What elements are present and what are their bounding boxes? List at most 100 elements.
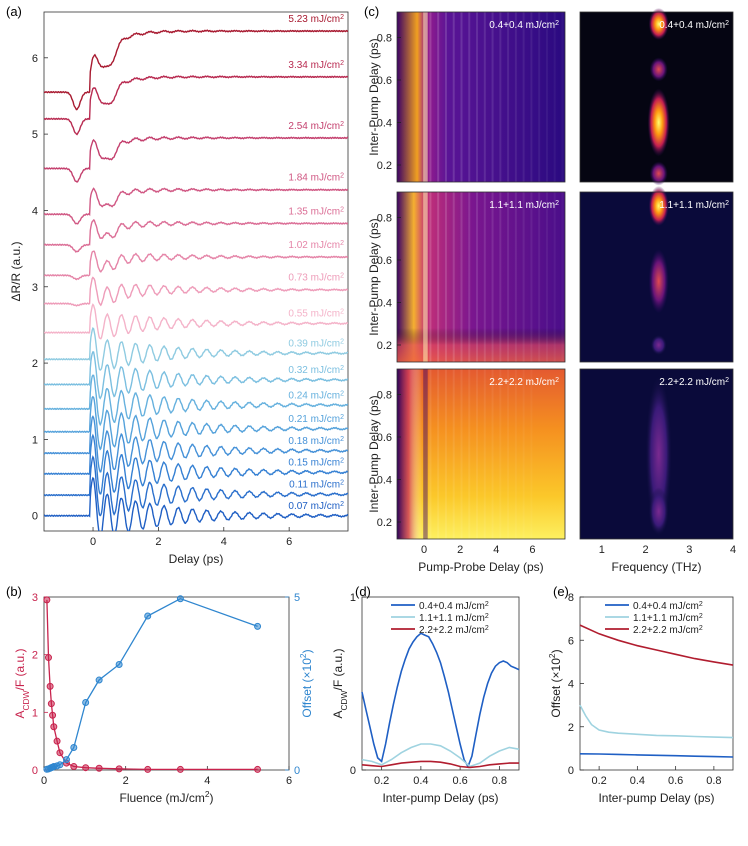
data-point [50, 723, 58, 731]
series-label: 0.11 mJ/cm2 [289, 479, 344, 491]
y-tick-label: 1 [32, 434, 38, 446]
data-point [47, 700, 55, 708]
y-tick-label: 0.8 [377, 33, 392, 45]
series-label: 1.02 mJ/cm2 [288, 239, 344, 251]
series-line [44, 374, 348, 427]
y-tick-label: 1 [350, 592, 356, 604]
heatmap-overlay [397, 369, 565, 539]
y-tick-label: 0 [350, 765, 356, 777]
series-label: 0.18 mJ/cm2 [288, 436, 344, 448]
series-label: 0.24 mJ/cm2 [288, 390, 344, 402]
heatmap-freq-frame [579, 191, 734, 363]
y-tick-label: 6 [32, 53, 38, 65]
series-label: 0.07 mJ/cm2 [288, 500, 344, 512]
series-label: 1.35 mJ/cm2 [288, 206, 344, 218]
series-line [44, 75, 348, 136]
y-tick-label-left: 2 [32, 650, 38, 662]
heatmap-time-frame [396, 368, 566, 540]
y-axis-label: ACDW/F (a.u.) [331, 648, 349, 718]
y-tick-label: 2 [32, 358, 38, 370]
x-tick-label: 4 [204, 775, 210, 787]
panel-label-b: (b) [6, 584, 22, 599]
x-tick-label: 2 [643, 544, 649, 556]
spectral-peak [648, 186, 669, 226]
heatmap-label: 0.4+0.4 mJ/cm2 [659, 20, 729, 32]
data-point [254, 622, 262, 630]
data-point [70, 744, 78, 752]
x-axis-label: Fluence (mJ/cm2) [119, 789, 213, 805]
series-line [44, 327, 348, 371]
series-label: 0.55 mJ/cm2 [288, 308, 344, 320]
y-tick-label: 0.2 [377, 160, 392, 172]
time-zero-band [423, 192, 428, 362]
y-tick-label: 6 [568, 635, 574, 647]
series-line [44, 395, 348, 451]
data-point [44, 654, 52, 662]
series-line [46, 599, 258, 771]
x-tick-label: 6 [286, 775, 292, 787]
data-point [115, 765, 123, 773]
y-tick-label: 0.4 [377, 298, 392, 310]
x-tick-label: 0.2 [374, 775, 389, 787]
panel-label-c: (c) [364, 4, 379, 19]
data-point [56, 761, 64, 769]
series-line [44, 351, 348, 400]
y-tick-label-left: 1 [32, 707, 38, 719]
x-tick-label: 0.8 [492, 775, 507, 787]
y-tick-label: 3 [32, 282, 38, 294]
y-tick-label: 0.2 [377, 340, 392, 352]
x-tick-label: 0 [421, 544, 427, 556]
series-label: 5.23 mJ/cm2 [288, 13, 344, 25]
series-label: 0.15 mJ/cm2 [288, 457, 344, 469]
x-axis-label: Delay (ps) [169, 552, 224, 566]
y-tick-label-right: 0 [294, 765, 300, 777]
data-point [95, 764, 103, 772]
heatmap-label: 1.1+1.1 mJ/cm2 [659, 200, 729, 212]
panel-label-d: (d) [355, 584, 371, 599]
y-axis-label: Inter-Pump Delay (ps) [367, 395, 381, 512]
series-line [44, 455, 348, 517]
x-tick-label: 6 [529, 544, 535, 556]
y-tick-label: 0.6 [377, 255, 392, 267]
x-axis-label: Inter-pump Delay (ps) [382, 791, 498, 805]
data-point [176, 765, 184, 773]
data-point [144, 612, 152, 620]
x-tick-label: 1 [599, 544, 605, 556]
x-axis-label: Inter-pump Delay (ps) [598, 791, 714, 805]
series-line [44, 433, 348, 495]
series-line [579, 753, 734, 758]
heatmap-freq-frame [579, 11, 734, 183]
panel-d: 0.2 0.4 0.6 0.8 0 1 Inter-pump Delay (ps) ACDW/… [331, 592, 520, 805]
data-point [46, 682, 54, 690]
heatmap-label: 0.4+0.4 mJ/cm2 [489, 20, 559, 32]
spectral-peak [645, 376, 672, 532]
y-tick-label: 0.6 [377, 432, 392, 444]
series-line [46, 597, 258, 770]
y-tick-label: 0.4 [377, 118, 392, 130]
heatmap-freq-frame [579, 368, 734, 540]
x-tick-label: 4 [221, 536, 227, 548]
x-tick-label: 0.4 [630, 775, 645, 787]
heatmap-time-frame [396, 191, 566, 363]
spectral-peak [647, 88, 670, 157]
series-label: 2.54 mJ/cm2 [288, 120, 344, 132]
series-line [44, 29, 348, 111]
y-tick-label: 0.6 [377, 75, 392, 87]
heatmap-label: 2.2+2.2 mJ/cm2 [489, 377, 559, 389]
plot-b-frame [43, 596, 290, 771]
panel-e: 0.2 0.4 0.6 0.8 0 2 4 6 8 Inter-pump Delay (ps) Of… [547, 592, 734, 805]
data-point [115, 660, 123, 668]
time-zero-band [423, 369, 428, 539]
plot-a-frame [43, 11, 349, 532]
x-tick-label: 2 [123, 775, 129, 787]
spectral-peak [648, 8, 669, 40]
y-tick-label: 8 [568, 592, 574, 604]
series-label: 0.39 mJ/cm2 [288, 338, 344, 350]
legend-label: 1.1+1.1 mJ/cm2 [633, 613, 703, 625]
time-zero-band [423, 12, 428, 182]
series-label: 0.21 mJ/cm2 [288, 413, 344, 425]
spectral-peak [649, 57, 668, 82]
x-tick-label: 0 [41, 775, 47, 787]
series-line [44, 135, 348, 183]
spectral-peak [648, 487, 669, 536]
